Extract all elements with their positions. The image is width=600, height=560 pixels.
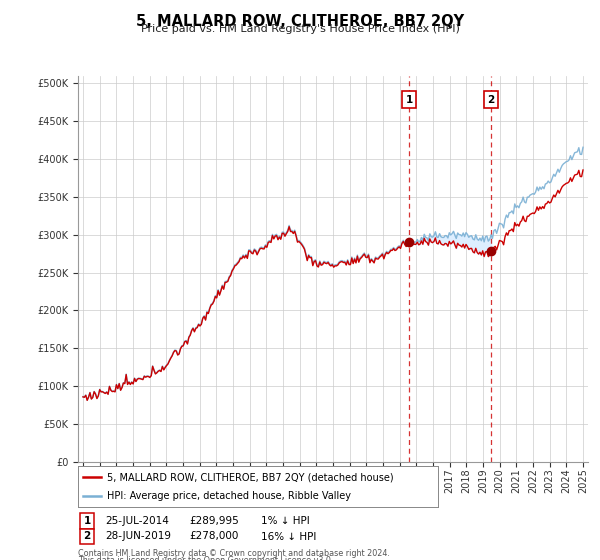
Text: 1% ↓ HPI: 1% ↓ HPI: [261, 516, 310, 526]
Text: 2: 2: [83, 531, 91, 542]
Text: £289,995: £289,995: [189, 516, 239, 526]
Text: 25-JUL-2014: 25-JUL-2014: [105, 516, 169, 526]
Text: HPI: Average price, detached house, Ribble Valley: HPI: Average price, detached house, Ribb…: [107, 491, 351, 501]
Text: 28-JUN-2019: 28-JUN-2019: [105, 531, 171, 542]
Text: 5, MALLARD ROW, CLITHEROE, BB7 2QY: 5, MALLARD ROW, CLITHEROE, BB7 2QY: [136, 14, 464, 29]
Text: 5, MALLARD ROW, CLITHEROE, BB7 2QY (detached house): 5, MALLARD ROW, CLITHEROE, BB7 2QY (deta…: [107, 473, 394, 482]
Text: 2: 2: [488, 95, 495, 105]
Text: Contains HM Land Registry data © Crown copyright and database right 2024.: Contains HM Land Registry data © Crown c…: [78, 549, 390, 558]
Text: £278,000: £278,000: [189, 531, 238, 542]
Text: 1: 1: [406, 95, 413, 105]
Text: This data is licensed under the Open Government Licence v3.0.: This data is licensed under the Open Gov…: [78, 556, 334, 560]
Text: Price paid vs. HM Land Registry's House Price Index (HPI): Price paid vs. HM Land Registry's House …: [140, 24, 460, 34]
Text: 1: 1: [83, 516, 91, 526]
Text: 16% ↓ HPI: 16% ↓ HPI: [261, 531, 316, 542]
